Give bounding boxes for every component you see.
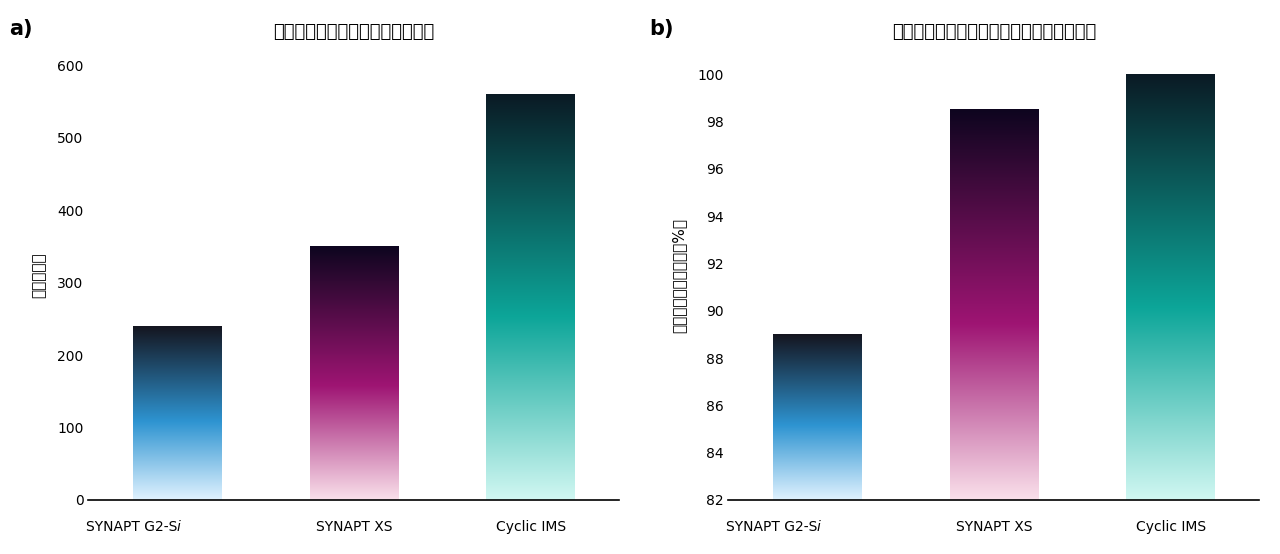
Text: a): a) bbox=[9, 19, 32, 39]
Title: フィルタリングされたペプチド数: フィルタリングされたペプチド数 bbox=[273, 23, 434, 41]
Text: SYNAPT XS: SYNAPT XS bbox=[316, 520, 392, 534]
Text: SYNAPT G2-S: SYNAPT G2-S bbox=[726, 520, 817, 534]
Text: i: i bbox=[817, 520, 820, 534]
Text: Cyclic IMS: Cyclic IMS bbox=[495, 520, 566, 534]
Title: フィルタリングされたシーケンスカバー率: フィルタリングされたシーケンスカバー率 bbox=[892, 23, 1096, 41]
Text: SYNAPT XS: SYNAPT XS bbox=[956, 520, 1032, 534]
Text: SYNAPT G2-S: SYNAPT G2-S bbox=[86, 520, 177, 534]
Text: b): b) bbox=[649, 19, 673, 39]
Y-axis label: ペプチド数: ペプチド数 bbox=[31, 253, 46, 298]
Y-axis label: シーケンスカバー率（%）: シーケンスカバー率（%） bbox=[671, 218, 686, 333]
Text: Cyclic IMS: Cyclic IMS bbox=[1135, 520, 1206, 534]
Text: i: i bbox=[177, 520, 180, 534]
